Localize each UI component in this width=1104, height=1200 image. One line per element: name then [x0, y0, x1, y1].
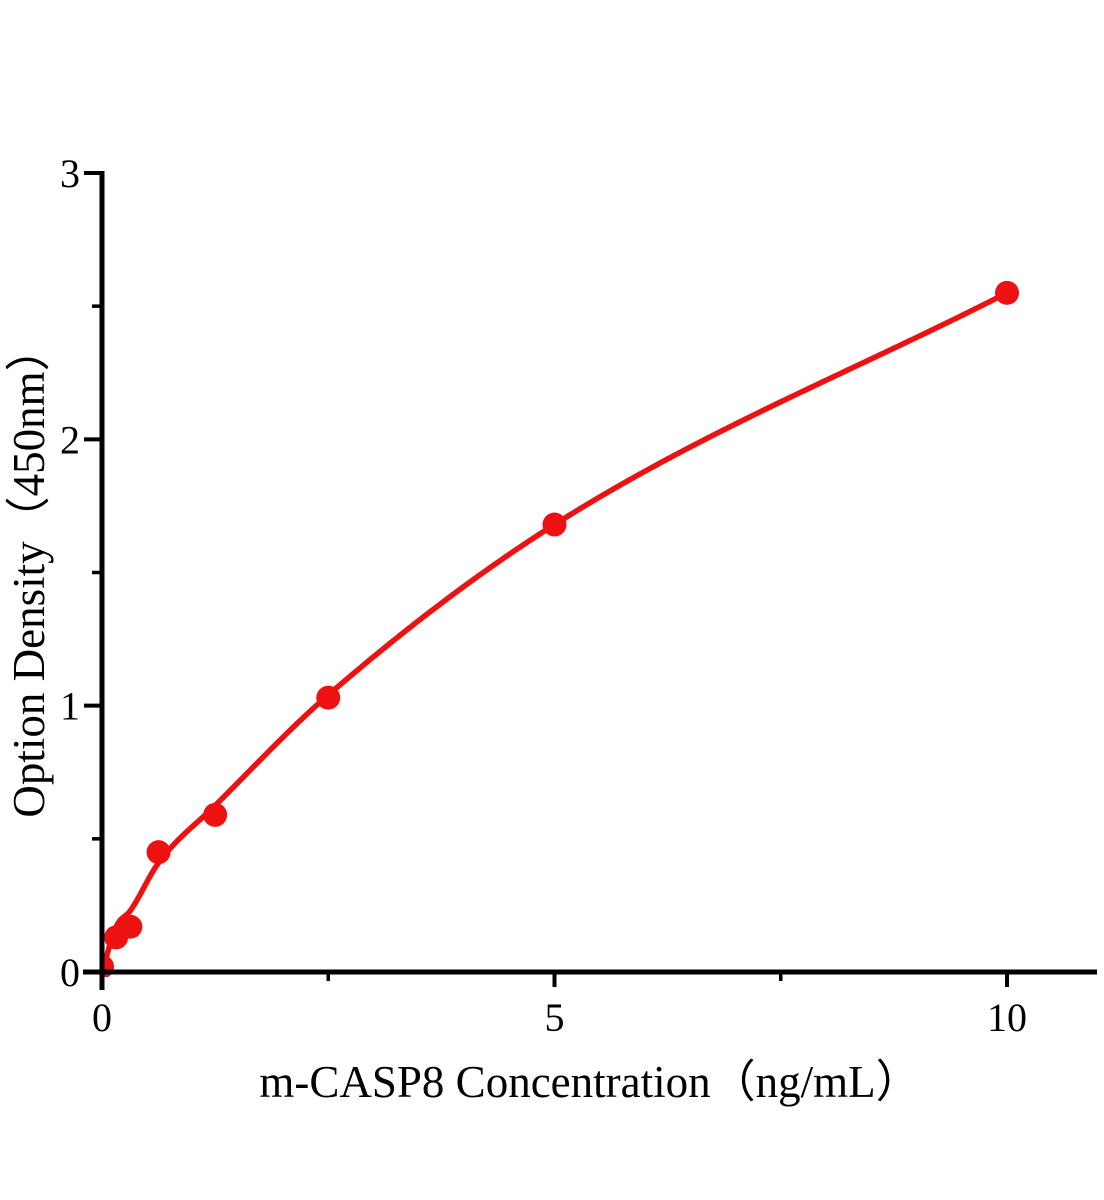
x-axis-title: m-CASP8 Concentration（ng/mL） — [259, 1057, 920, 1107]
data-point-marker — [118, 914, 143, 939]
series-layer — [102, 280, 1019, 977]
fit-curve-line — [102, 290, 1010, 975]
data-point-marker — [316, 685, 341, 710]
data-point-marker — [995, 280, 1019, 305]
y-axis-tick-label: 1 — [60, 684, 80, 729]
data-point-marker — [542, 512, 567, 537]
x-axis-tick-label: 10 — [987, 995, 1027, 1040]
x-axis-tick-label: 0 — [92, 995, 112, 1040]
y-axis-tick-label: 0 — [60, 950, 80, 995]
x-axis-tick-label: 5 — [545, 995, 565, 1040]
y-axis-tick-label: 3 — [60, 151, 80, 196]
plot-layer: 0 1 2 3 0 5 10 — [60, 151, 1097, 1040]
data-point-marker — [146, 840, 171, 865]
tick-labels-layer: 0 1 2 3 0 5 10 — [60, 151, 1027, 1040]
data-point-marker — [203, 802, 228, 827]
axes-layer — [83, 171, 1097, 990]
y-axis-tick-label: 2 — [60, 417, 80, 462]
y-axis-title: Option Density（450nm） — [4, 326, 54, 817]
